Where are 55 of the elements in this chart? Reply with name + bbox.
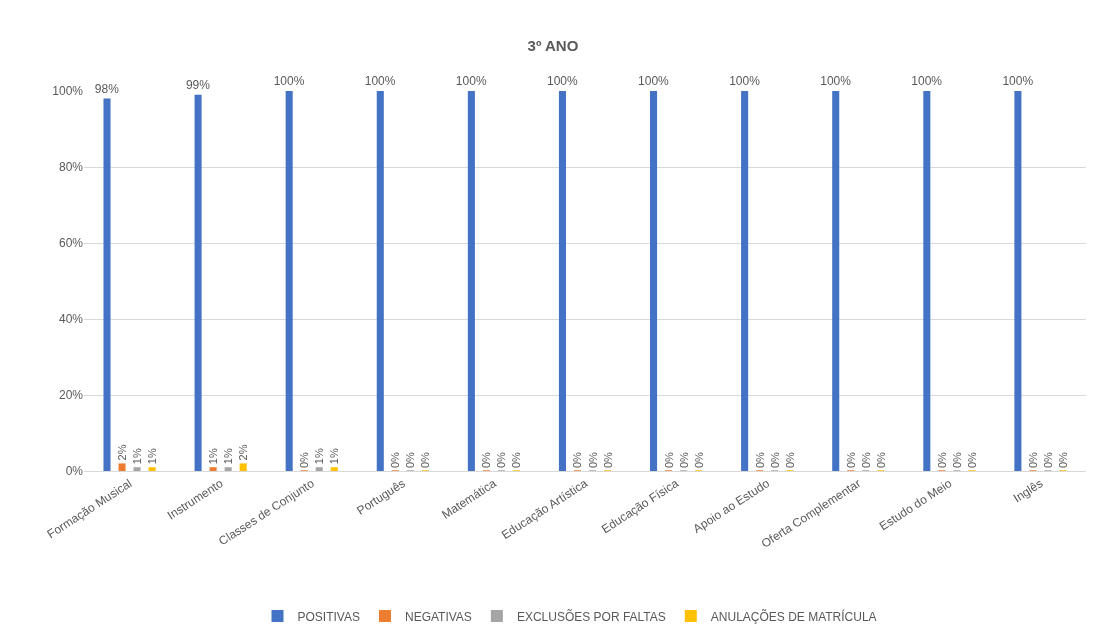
data-label: 0% (844, 451, 857, 468)
data-label: 0% (783, 451, 796, 468)
data-label: 0% (965, 451, 978, 468)
data-label: 0% (1057, 451, 1069, 468)
legend-label: ANULAÇÕES DE MATRÍCULA (710, 608, 877, 624)
data-label: 1% (328, 448, 341, 465)
legend-label: EXCLUSÕES POR FALTAS (516, 608, 666, 624)
data-label: 100% (638, 74, 670, 88)
y-tick-label: 80% (58, 160, 84, 175)
data-label: 2% (237, 444, 250, 461)
data-label: 0% (495, 451, 508, 468)
data-label: 0% (935, 451, 948, 468)
data-label: 1% (207, 448, 220, 465)
data-label: 0% (571, 451, 584, 468)
data-label: 98% (94, 81, 120, 96)
data-label: 1% (131, 448, 144, 465)
data-label: 2% (116, 444, 129, 461)
data-label: 0% (404, 451, 417, 468)
legend-label: NEGATIVAS (404, 609, 472, 624)
data-label: 0% (950, 451, 963, 468)
data-label: 100% (364, 74, 396, 88)
y-tick-label: 60% (58, 236, 84, 251)
data-label: 0% (586, 451, 599, 468)
data-label: 1% (146, 448, 159, 465)
data-label: 99% (185, 77, 211, 92)
data-label: 0% (510, 451, 523, 468)
legend-label: POSITIVAS (297, 609, 360, 624)
data-label: 0% (601, 451, 614, 468)
data-label: 100% (729, 74, 761, 88)
data-label: 0% (662, 451, 675, 468)
y-tick-label: 20% (58, 388, 84, 403)
data-label: 0% (480, 451, 493, 468)
data-label: 100% (911, 74, 943, 88)
data-label: 0% (389, 451, 402, 468)
y-tick-label: 0% (65, 464, 84, 479)
data-label: 0% (1026, 451, 1039, 468)
data-label: 0% (298, 451, 311, 468)
data-label: 1% (313, 448, 326, 465)
data-label: 0% (692, 451, 705, 468)
data-label: 100% (273, 74, 305, 88)
data-label: 0% (1041, 451, 1054, 468)
data-label: 0% (753, 451, 766, 468)
chart-title: 3º ANO (527, 37, 579, 55)
data-label: 1% (222, 448, 235, 465)
data-label: 100% (1002, 74, 1034, 88)
data-label: 100% (546, 74, 578, 88)
y-tick-label: 40% (58, 312, 84, 327)
y-tick-label: 100% (52, 84, 84, 99)
data-label: 0% (874, 451, 887, 468)
data-label: 0% (768, 451, 781, 468)
data-label: 100% (820, 74, 852, 88)
data-label: 0% (859, 451, 872, 468)
data-label: 100% (455, 74, 487, 88)
data-label: 0% (677, 451, 690, 468)
data-label: 0% (419, 451, 432, 468)
